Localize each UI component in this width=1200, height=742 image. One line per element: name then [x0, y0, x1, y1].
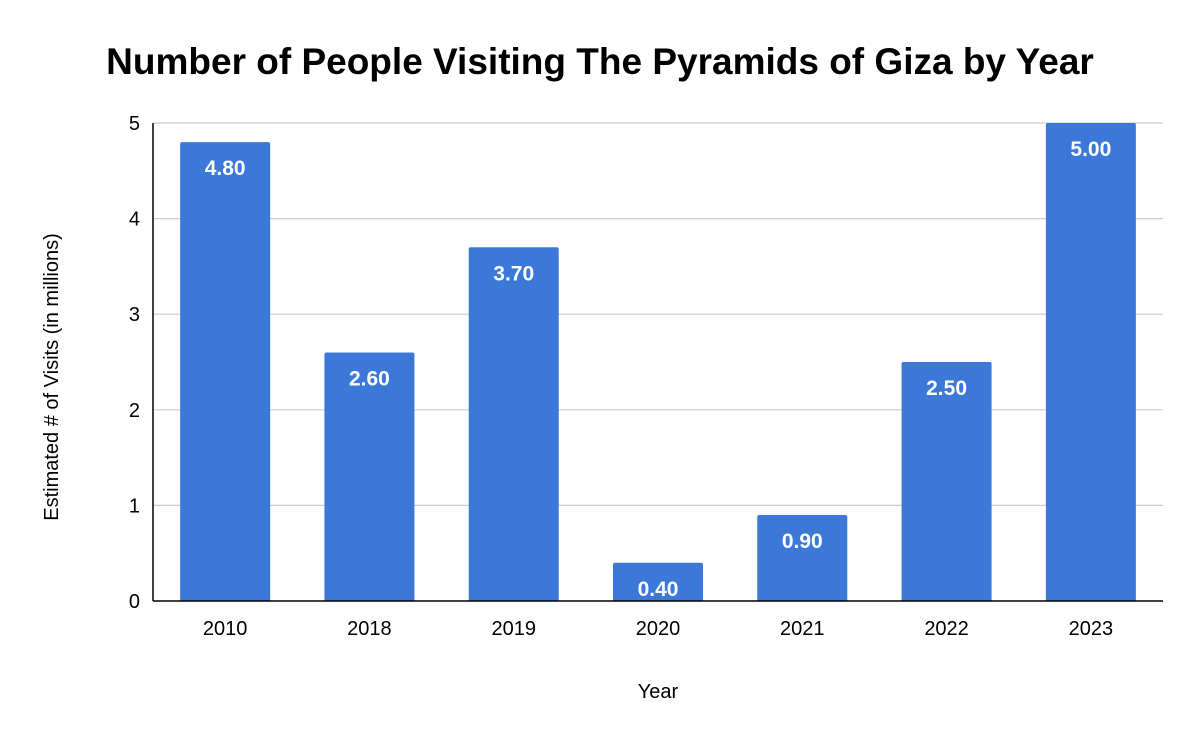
data-label-2021: 0.90 — [782, 530, 823, 553]
data-label-2022: 2.50 — [926, 377, 967, 400]
data-label-2023: 5.00 — [1070, 138, 1111, 161]
x-tick-label-2023: 2023 — [1069, 618, 1114, 640]
x-axis-title: Year — [638, 681, 679, 703]
x-tick-label-2022: 2022 — [924, 618, 969, 640]
data-label-2010: 4.80 — [205, 157, 246, 180]
y-tick-label: 3 — [129, 304, 140, 326]
x-tick-labels: 2010 2018 2019 2020 2021 2022 2023 — [203, 618, 1113, 640]
x-tick-label-2021: 2021 — [780, 618, 825, 640]
y-tick-labels: 0 1 2 3 4 5 — [129, 113, 140, 613]
data-label-2018: 2.60 — [349, 367, 390, 390]
x-tick-label-2018: 2018 — [347, 618, 392, 640]
data-labels: 4.80 2.60 3.70 0.40 0.90 2.50 5.00 — [205, 138, 1112, 601]
y-axis-title: Estimated # of Visits (in millions) — [41, 233, 63, 521]
bar-2010 — [180, 142, 271, 601]
y-tick-label: 1 — [129, 495, 140, 517]
x-tick-label-2010: 2010 — [203, 618, 248, 640]
data-label-2020: 0.40 — [638, 578, 679, 601]
y-tick-label: 0 — [129, 591, 140, 613]
bar-2019 — [468, 247, 559, 601]
x-tick-label-2019: 2019 — [491, 618, 536, 640]
x-tick-label-2020: 2020 — [636, 618, 681, 640]
bar-2023 — [1045, 123, 1136, 601]
y-tick-label: 4 — [129, 209, 140, 231]
bar-2022 — [901, 362, 992, 601]
y-tick-label: 2 — [129, 400, 140, 422]
bar-2021 — [757, 514, 848, 601]
bar-2020 — [613, 562, 703, 601]
chart-title: Number of People Visiting The Pyramids o… — [106, 41, 1094, 82]
data-label-2019: 3.70 — [493, 262, 534, 285]
bars — [180, 123, 1136, 601]
y-tick-label: 5 — [129, 113, 140, 135]
bar-2018 — [324, 352, 415, 601]
gridlines — [153, 122, 1163, 506]
